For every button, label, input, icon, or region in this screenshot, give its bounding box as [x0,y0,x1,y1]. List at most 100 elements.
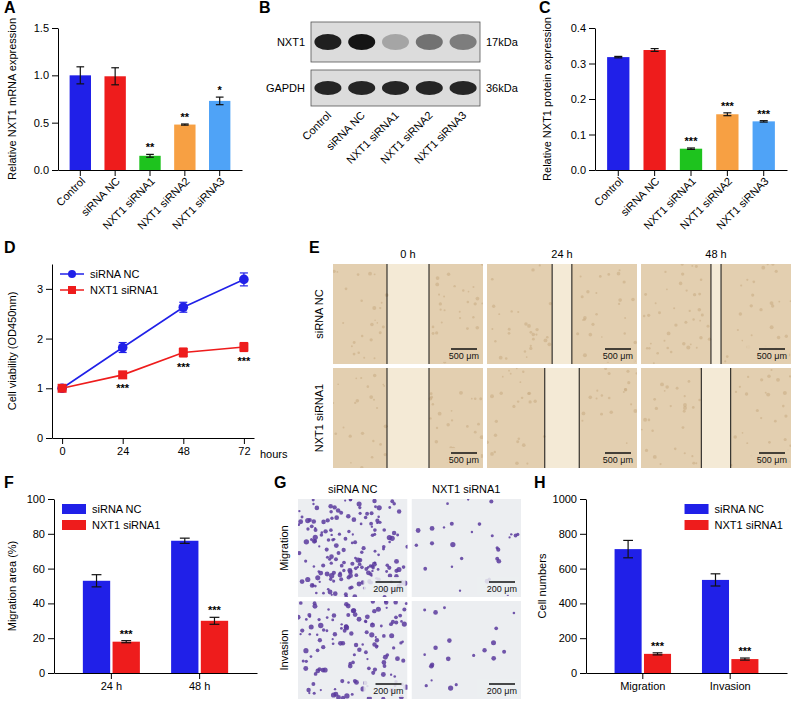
texture [581,420,583,422]
cell [344,625,349,630]
texture [699,336,702,339]
cell [357,647,361,651]
cell [344,602,349,607]
texture [596,398,598,400]
y-axis-line [58,29,59,171]
cell [307,613,311,617]
error-bar-cap [740,660,750,661]
x-tick: 24 [117,438,129,457]
blot-size-label: 17kDa [486,36,519,48]
texture [472,286,474,288]
error-bar [210,617,220,624]
texture [607,273,610,276]
cell [311,682,315,686]
error-bar-stem [96,575,97,587]
legend-label: NXT1 siRNA1 [715,519,783,531]
texture [653,362,655,364]
image-cell: 200 μm [412,498,522,597]
y-axis-title: Migration area (%) [6,541,18,631]
annotations: ********* [116,355,251,393]
cell [472,654,475,657]
texture [664,271,666,273]
texture [665,385,669,389]
error-bar [76,67,84,84]
cell [360,551,363,554]
texture [361,432,364,435]
cell [496,546,499,549]
texture [436,276,440,280]
cell [497,559,502,564]
cell [352,517,357,522]
texture [784,414,787,417]
x-tick-mark [618,170,619,176]
y-tick-label: 100 [27,493,45,505]
texture [596,390,598,392]
cell [346,613,350,617]
texture [747,376,749,378]
x-tick-mark [763,170,764,176]
cell [326,629,329,632]
cell [348,662,351,665]
cell [350,562,354,566]
texture [429,417,431,419]
panel: siRNA NCNXT1 siRNA1MigrationInvasion200 … [274,474,521,701]
error-bar [711,574,721,586]
y-axis-line [54,500,55,674]
cell [325,548,329,552]
error-bar-stem [214,617,215,624]
cell [371,623,373,625]
texture [692,406,695,409]
error-bar [240,343,248,352]
error-bar-cap [740,657,750,658]
x-tick-mark [654,170,655,176]
image-background [412,601,522,699]
cell [333,538,336,541]
cell [394,615,398,619]
texture [684,321,687,324]
cell [423,567,427,571]
texture [770,369,772,371]
texture [517,400,519,402]
cell [303,666,308,671]
x-tick-label: Invasion [710,680,751,692]
cell [364,650,368,654]
cell [298,551,301,555]
bar [209,101,230,170]
cell [353,612,358,617]
cell [491,534,494,537]
cell [377,516,380,519]
cell [305,577,310,582]
texture [345,287,348,290]
texture [479,397,482,400]
texture [655,302,657,304]
cell [358,562,362,566]
blot-row-label: NXT1 [277,36,305,48]
texture [549,302,552,305]
cell [347,575,351,579]
cell [364,620,367,623]
cell [385,570,388,573]
texture [474,302,477,305]
cell [300,579,305,584]
cell [400,620,403,623]
cell [310,524,314,528]
cell [388,541,391,544]
texture [379,443,382,446]
error-bar-cap [760,121,768,122]
x-tick-mark [111,673,112,679]
cell [308,615,311,618]
texture [601,336,603,338]
marks [83,538,228,673]
texture [655,407,658,410]
error-bar-stem [115,68,116,85]
texture [582,319,584,321]
texture [648,347,650,349]
point [118,370,127,379]
bar [615,549,642,673]
texture [466,327,469,330]
texture [581,295,584,298]
cell [313,692,316,695]
cell [386,653,390,657]
significance: ** [146,141,155,153]
cell [478,522,482,526]
